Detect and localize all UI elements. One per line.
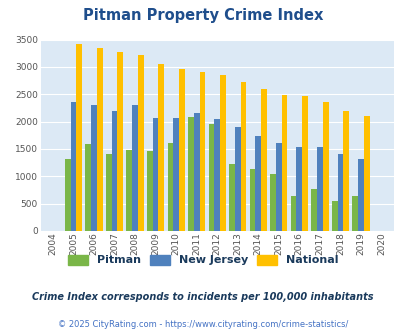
Bar [269,174,275,231]
Bar [193,114,199,231]
Bar [208,124,214,231]
Bar [97,49,102,231]
Bar [152,118,158,231]
Bar [76,44,82,231]
Bar [357,159,363,231]
Bar [138,55,143,231]
Bar [85,144,91,231]
Bar [65,159,70,231]
Bar [260,89,266,231]
Bar [70,102,76,231]
Bar [214,119,220,231]
Bar [173,118,179,231]
Bar [240,82,246,231]
Bar [322,102,328,231]
Bar [316,147,322,231]
Bar [363,115,369,231]
Text: Pitman Property Crime Index: Pitman Property Crime Index [83,8,322,23]
Bar [281,95,287,231]
Bar [126,149,132,231]
Bar [220,75,225,231]
Bar [275,143,281,231]
Bar [331,201,337,231]
Bar [343,111,348,231]
Bar [228,164,234,231]
Bar [337,154,343,231]
Bar [199,72,205,231]
Text: Crime Index corresponds to incidents per 100,000 inhabitants: Crime Index corresponds to incidents per… [32,292,373,302]
Bar [188,117,193,231]
Bar [147,150,152,231]
Bar [234,126,240,231]
Bar [301,96,307,231]
Bar [249,169,255,231]
Text: © 2025 CityRating.com - https://www.cityrating.com/crime-statistics/: © 2025 CityRating.com - https://www.city… [58,320,347,329]
Bar [132,105,138,231]
Bar [311,189,316,231]
Bar [117,52,123,231]
Bar [158,64,164,231]
Bar [255,136,260,231]
Bar [296,147,301,231]
Bar [91,105,97,231]
Bar [290,196,296,231]
Bar [111,111,117,231]
Bar [179,69,184,231]
Legend: Pitman, New Jersey, National: Pitman, New Jersey, National [68,255,337,265]
Bar [106,154,111,231]
Bar [167,143,173,231]
Bar [352,196,357,231]
